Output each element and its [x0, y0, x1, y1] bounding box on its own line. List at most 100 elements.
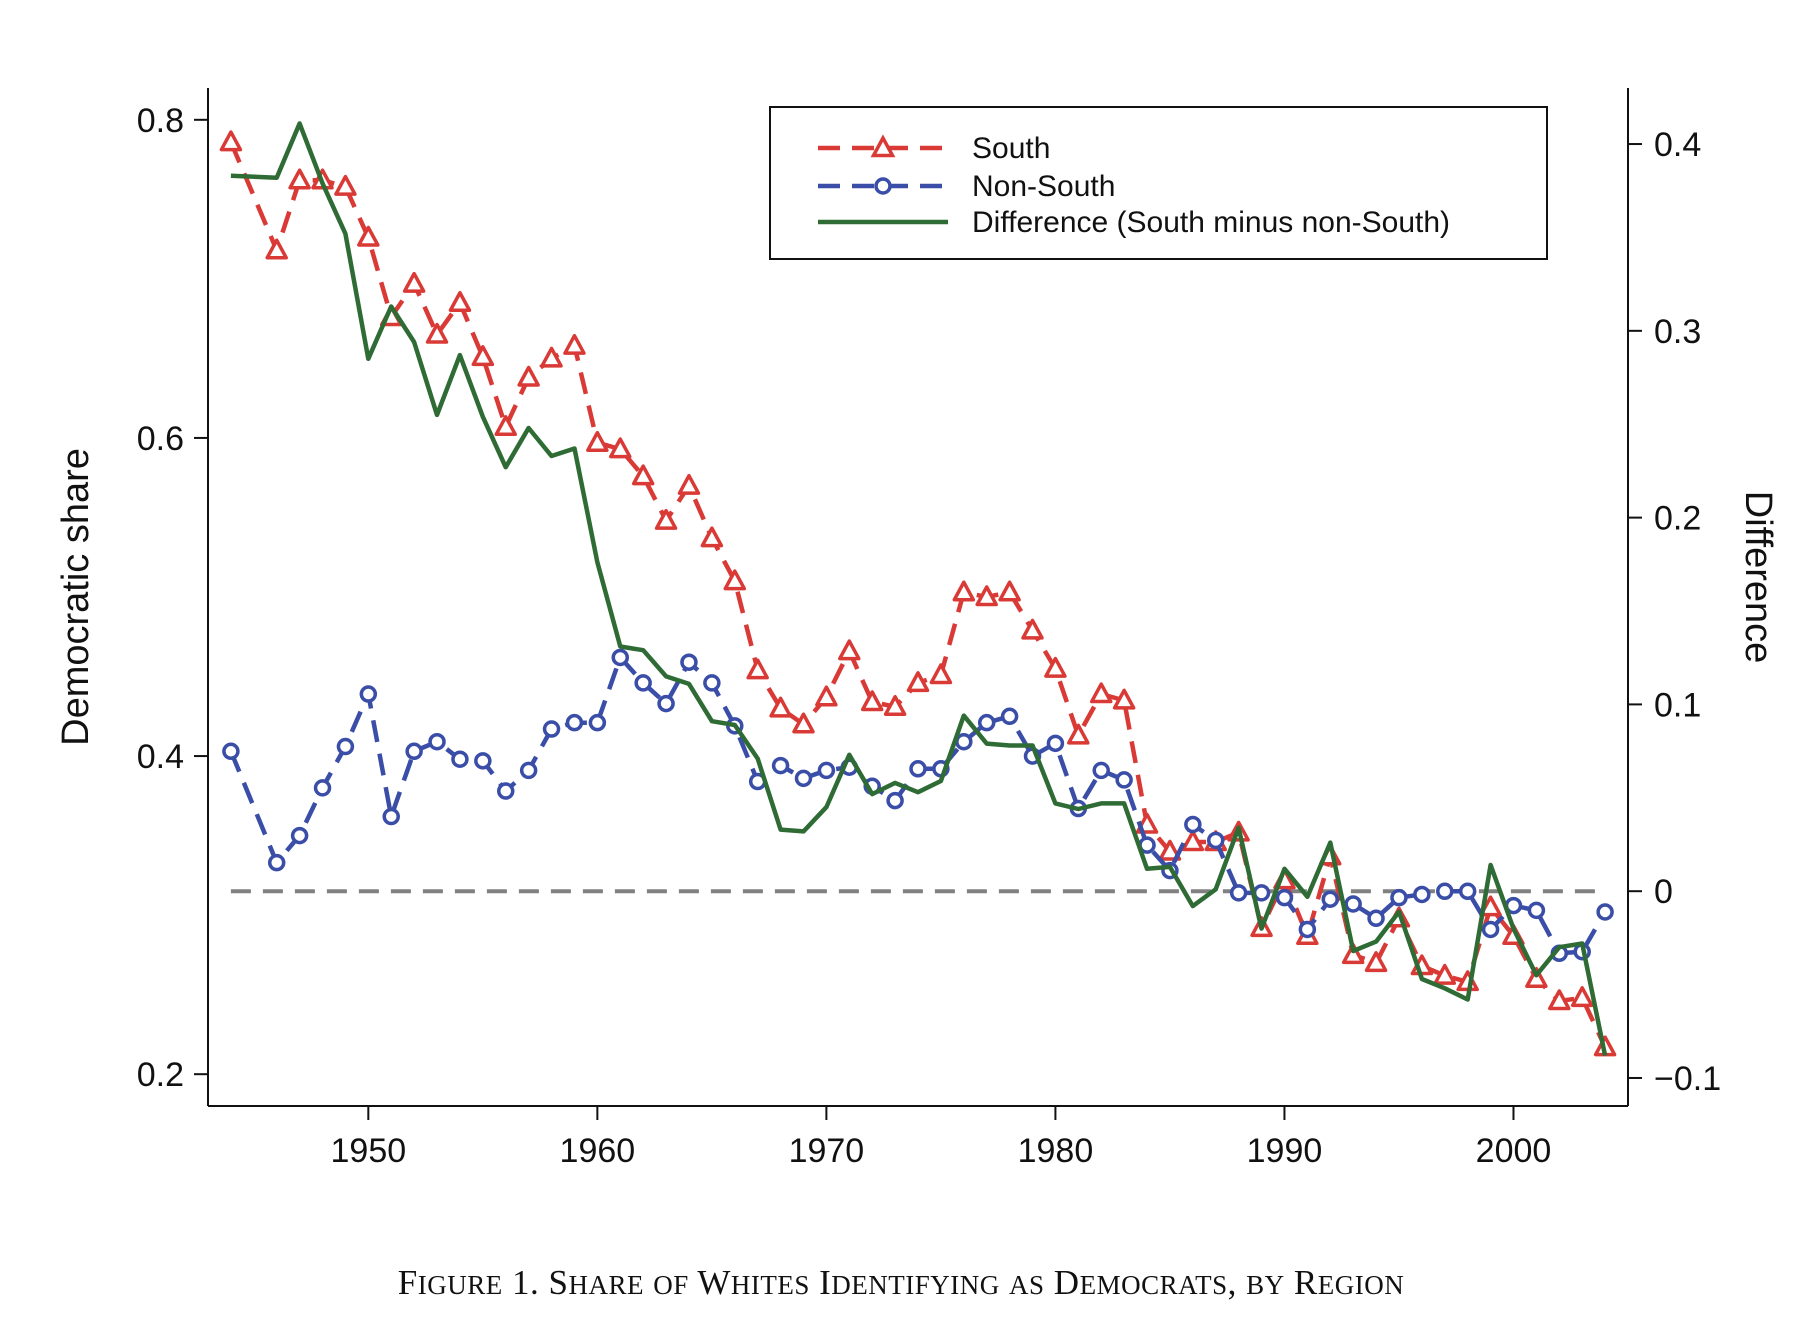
south-point	[792, 712, 815, 734]
south-point	[448, 290, 472, 312]
south-point	[540, 346, 563, 368]
south-point	[1158, 839, 1182, 861]
south-point	[1433, 963, 1457, 985]
non-south-point	[1436, 882, 1454, 901]
legend-label: South	[972, 132, 1050, 165]
south-point	[494, 415, 517, 437]
non-south-point	[1481, 920, 1500, 939]
x-tick-label: 1950	[331, 1132, 407, 1170]
figure-caption: FIGURE 1. SHARE OF WHITES IDENTIFYING AS…	[398, 1263, 1404, 1302]
y2-tick-label: −0.1	[1654, 1060, 1721, 1098]
non-south-point	[817, 761, 836, 780]
south-point	[654, 508, 678, 530]
non-south-point	[1367, 909, 1385, 928]
non-south-point	[474, 752, 492, 770]
non-south-point	[1092, 761, 1110, 780]
y2-tick-label: 0.1	[1654, 686, 1701, 724]
non-south-point	[290, 826, 309, 845]
non-south-point	[519, 761, 538, 780]
y2-tick-label: 0	[1654, 873, 1673, 911]
south-point	[471, 345, 495, 367]
south-point	[838, 639, 861, 661]
y2-tick-label: 0.3	[1654, 313, 1701, 351]
x-tick-label: 1960	[560, 1132, 636, 1170]
non-south-point	[1458, 882, 1477, 901]
south-point	[975, 585, 998, 607]
south-point	[700, 526, 724, 548]
south-point	[402, 271, 426, 293]
y-tick-label: 0.2	[137, 1056, 184, 1094]
south-point	[609, 437, 632, 459]
non-south-point	[1344, 895, 1362, 913]
south-point	[219, 130, 243, 152]
non-south-point	[1596, 903, 1614, 921]
legend-triangle-marker	[870, 134, 896, 158]
non-south-point	[794, 769, 813, 788]
south-point	[769, 696, 792, 718]
axes-layer: 1950 1960 1970 1980 1990 2000 0.2 0.4 0.6 0.8 −0.1…	[137, 88, 1721, 1170]
south-point	[265, 238, 288, 260]
south-point	[517, 365, 540, 387]
south-point	[677, 473, 701, 495]
non-south-point	[428, 732, 446, 751]
non-south-point	[1413, 885, 1431, 904]
x-tick-label: 2000	[1476, 1132, 1552, 1170]
south-point	[1112, 688, 1136, 710]
non-south-point	[771, 756, 790, 775]
legend-circle-marker	[874, 177, 892, 195]
non-south-point	[1298, 920, 1317, 939]
non-south-point	[657, 694, 675, 713]
south-point	[1548, 989, 1571, 1011]
south-point	[1181, 830, 1205, 852]
non-south-point	[1229, 884, 1248, 902]
non-south-point	[703, 674, 721, 692]
south-point	[906, 671, 930, 693]
x-tick-label: 1990	[1247, 1132, 1323, 1170]
south-point	[631, 464, 655, 486]
south-point	[998, 580, 1021, 602]
non-south-point	[313, 779, 332, 797]
x-tick-label: 1970	[789, 1132, 865, 1170]
non-south-point	[565, 713, 584, 732]
non-south-point	[588, 713, 607, 732]
non-south-point	[451, 750, 469, 768]
non-south-point	[542, 720, 561, 738]
south-point	[1570, 986, 1594, 1008]
non-south-point	[1046, 734, 1065, 753]
south-point	[1089, 682, 1113, 704]
series-layer	[219, 121, 1617, 1057]
series-line-2	[230, 121, 1608, 1057]
non-south-point	[359, 685, 378, 703]
y-tick-label: 0.8	[137, 102, 184, 140]
non-south-point	[382, 807, 400, 826]
series-line-0	[228, 141, 1608, 1049]
south-point	[746, 658, 769, 680]
south-point	[1525, 967, 1548, 988]
non-south-point	[1275, 888, 1294, 907]
non-south-point	[336, 737, 355, 756]
south-point	[563, 333, 586, 355]
non-south-point	[496, 782, 515, 800]
south-point	[1067, 723, 1090, 745]
south-point	[334, 174, 357, 196]
non-south-point	[611, 648, 630, 667]
non-south-point	[955, 732, 973, 751]
y2-tick-label: 0.2	[1654, 500, 1701, 538]
south-point	[815, 685, 838, 707]
legend-label: Non-South	[972, 170, 1115, 203]
legend-box	[769, 106, 1548, 260]
south-point	[288, 168, 311, 190]
non-south-point	[680, 653, 698, 671]
y-axis-title: Democratic share	[55, 448, 97, 746]
south-point	[425, 322, 449, 344]
non-south-point	[1000, 707, 1019, 726]
south-point	[723, 569, 747, 591]
south-point	[952, 580, 976, 602]
non-south-point	[267, 853, 286, 872]
non-south-point	[1206, 831, 1225, 850]
non-south-point	[1115, 771, 1133, 789]
south-point	[1364, 951, 1388, 973]
non-south-point	[405, 742, 423, 761]
